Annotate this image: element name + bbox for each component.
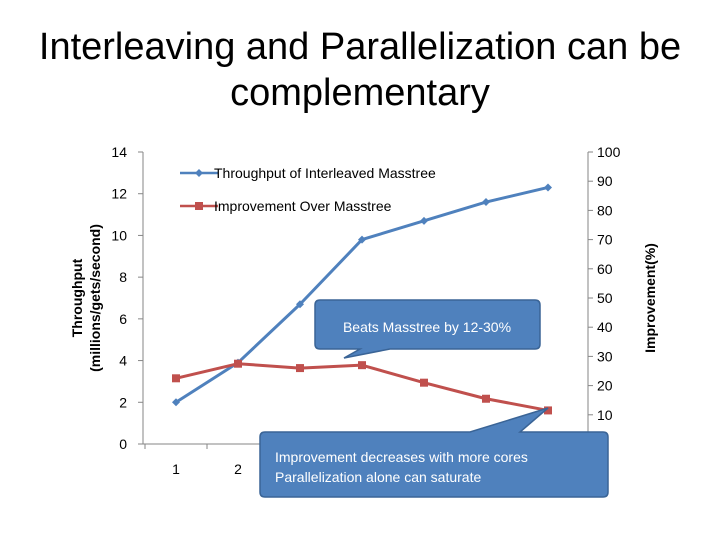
y-axis-title: Throughput (millions/gets/second) (69, 224, 103, 372)
x-tick-label: 2 (234, 461, 242, 477)
y2-tick-label: 70 (597, 232, 613, 248)
y-tick-label: 8 (119, 269, 127, 285)
data-point-square (358, 361, 366, 370)
y2-tick-label: 100 (597, 144, 621, 160)
y2-tick-label: 30 (597, 348, 613, 364)
legend-label-1: Throughput of Interleaved Masstree (214, 165, 436, 181)
title-line-2: complementary (230, 72, 490, 114)
data-point-diamond (296, 300, 304, 309)
y2-tick-label: 20 (597, 378, 613, 394)
y-axis-title-line: Throughput (69, 258, 85, 337)
y2-tick-label: 40 (597, 319, 613, 335)
callout-improvement-decreases-line: Improvement decreases with more cores (275, 449, 528, 465)
x-tick-label: 1 (172, 461, 180, 477)
y-tick-label: 12 (111, 186, 127, 202)
data-point-diamond (358, 235, 366, 244)
y2-tick-label: 60 (597, 261, 613, 277)
y-axis-title-line: (millions/gets/second) (87, 224, 103, 372)
title-line-1: Interleaving and Parallelization can be (38, 26, 682, 68)
callout-beats-masstree-text: Beats Masstree by 12-30% (343, 319, 511, 335)
y-tick-label: 4 (119, 353, 127, 369)
legend-marker-diamond (195, 169, 203, 177)
legend-label-2: Improvement Over Masstree (214, 198, 392, 214)
y-tick-label: 0 (119, 436, 127, 452)
data-point-diamond (172, 398, 180, 407)
callout-improvement-decreases (259, 407, 609, 498)
legend-marker-square (195, 202, 203, 210)
y2-tick-label: 80 (597, 202, 613, 218)
series-line-2 (175, 362, 549, 412)
y-tick-label: 10 (111, 227, 127, 243)
data-point-square (544, 406, 552, 415)
y2-tick-label: 10 (597, 407, 613, 423)
data-point-square (420, 378, 428, 387)
y2-tick-label: 90 (597, 173, 613, 189)
y-tick-label: 2 (119, 394, 127, 410)
callout-beats-masstree (314, 299, 541, 359)
slide-title: Interleaving and Parallelization can be … (20, 24, 700, 116)
data-point-square (296, 364, 304, 373)
y2-tick-label: 50 (597, 290, 613, 306)
series-line-1 (175, 185, 549, 404)
y-tick-label: 14 (111, 144, 127, 160)
data-point-square (172, 374, 180, 383)
y-tick-label: 6 (119, 311, 127, 327)
callout-improvement-decreases-line: Parallelization alone can saturate (275, 469, 481, 485)
y2-axis-title: Improvement(%) (642, 243, 658, 353)
data-point-diamond (544, 183, 552, 192)
data-point-diamond (482, 198, 490, 207)
data-point-square (234, 359, 242, 368)
data-point-square (482, 394, 490, 403)
data-point-diamond (420, 216, 428, 225)
